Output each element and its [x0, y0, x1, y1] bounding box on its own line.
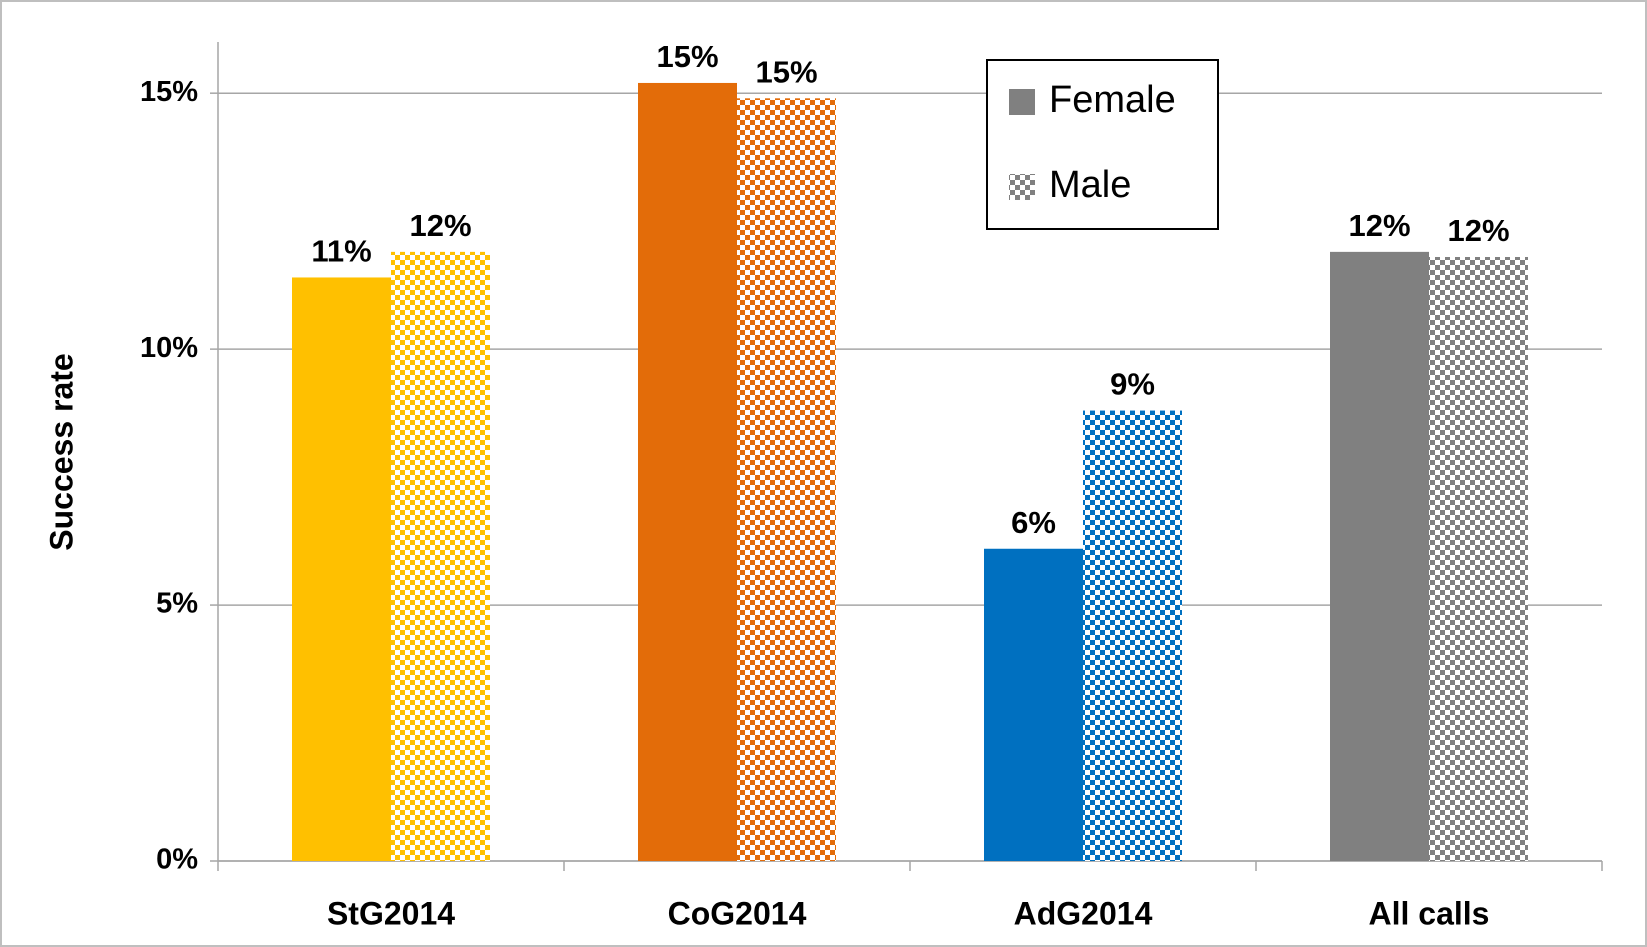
value-label: 11%: [311, 234, 371, 269]
y-tick-label: 5%: [156, 588, 198, 620]
value-label: 15%: [755, 54, 817, 89]
bar: [984, 548, 1083, 861]
x-tick-label: CoG2014: [668, 895, 807, 931]
bar: [1429, 256, 1528, 861]
bar: [1330, 251, 1429, 861]
x-tick-label: AdG2014: [1014, 895, 1153, 931]
value-label: 12%: [409, 208, 471, 243]
legend-swatch: [1009, 174, 1035, 200]
bar: [391, 251, 490, 861]
value-label: 6%: [1011, 505, 1056, 540]
x-tick-label: All calls: [1369, 895, 1490, 931]
legend-swatch: [1009, 89, 1035, 115]
legend-box: [986, 59, 1219, 230]
x-tick-label: StG2014: [327, 895, 455, 931]
bar: [292, 277, 391, 861]
value-label: 9%: [1110, 367, 1155, 402]
value-label: 12%: [1447, 213, 1509, 248]
y-axis-title: Success rate: [43, 353, 79, 550]
y-tick-label: 10%: [140, 332, 198, 364]
bar: [638, 82, 737, 861]
value-label: 12%: [1348, 208, 1410, 243]
legend-label: Male: [1049, 164, 1131, 206]
y-tick-label: 15%: [140, 76, 198, 108]
y-tick-label: 0%: [156, 844, 198, 876]
bar: [737, 98, 836, 861]
value-label: 15%: [656, 39, 718, 74]
legend-label: Female: [1049, 79, 1176, 121]
bar: [1083, 410, 1182, 861]
